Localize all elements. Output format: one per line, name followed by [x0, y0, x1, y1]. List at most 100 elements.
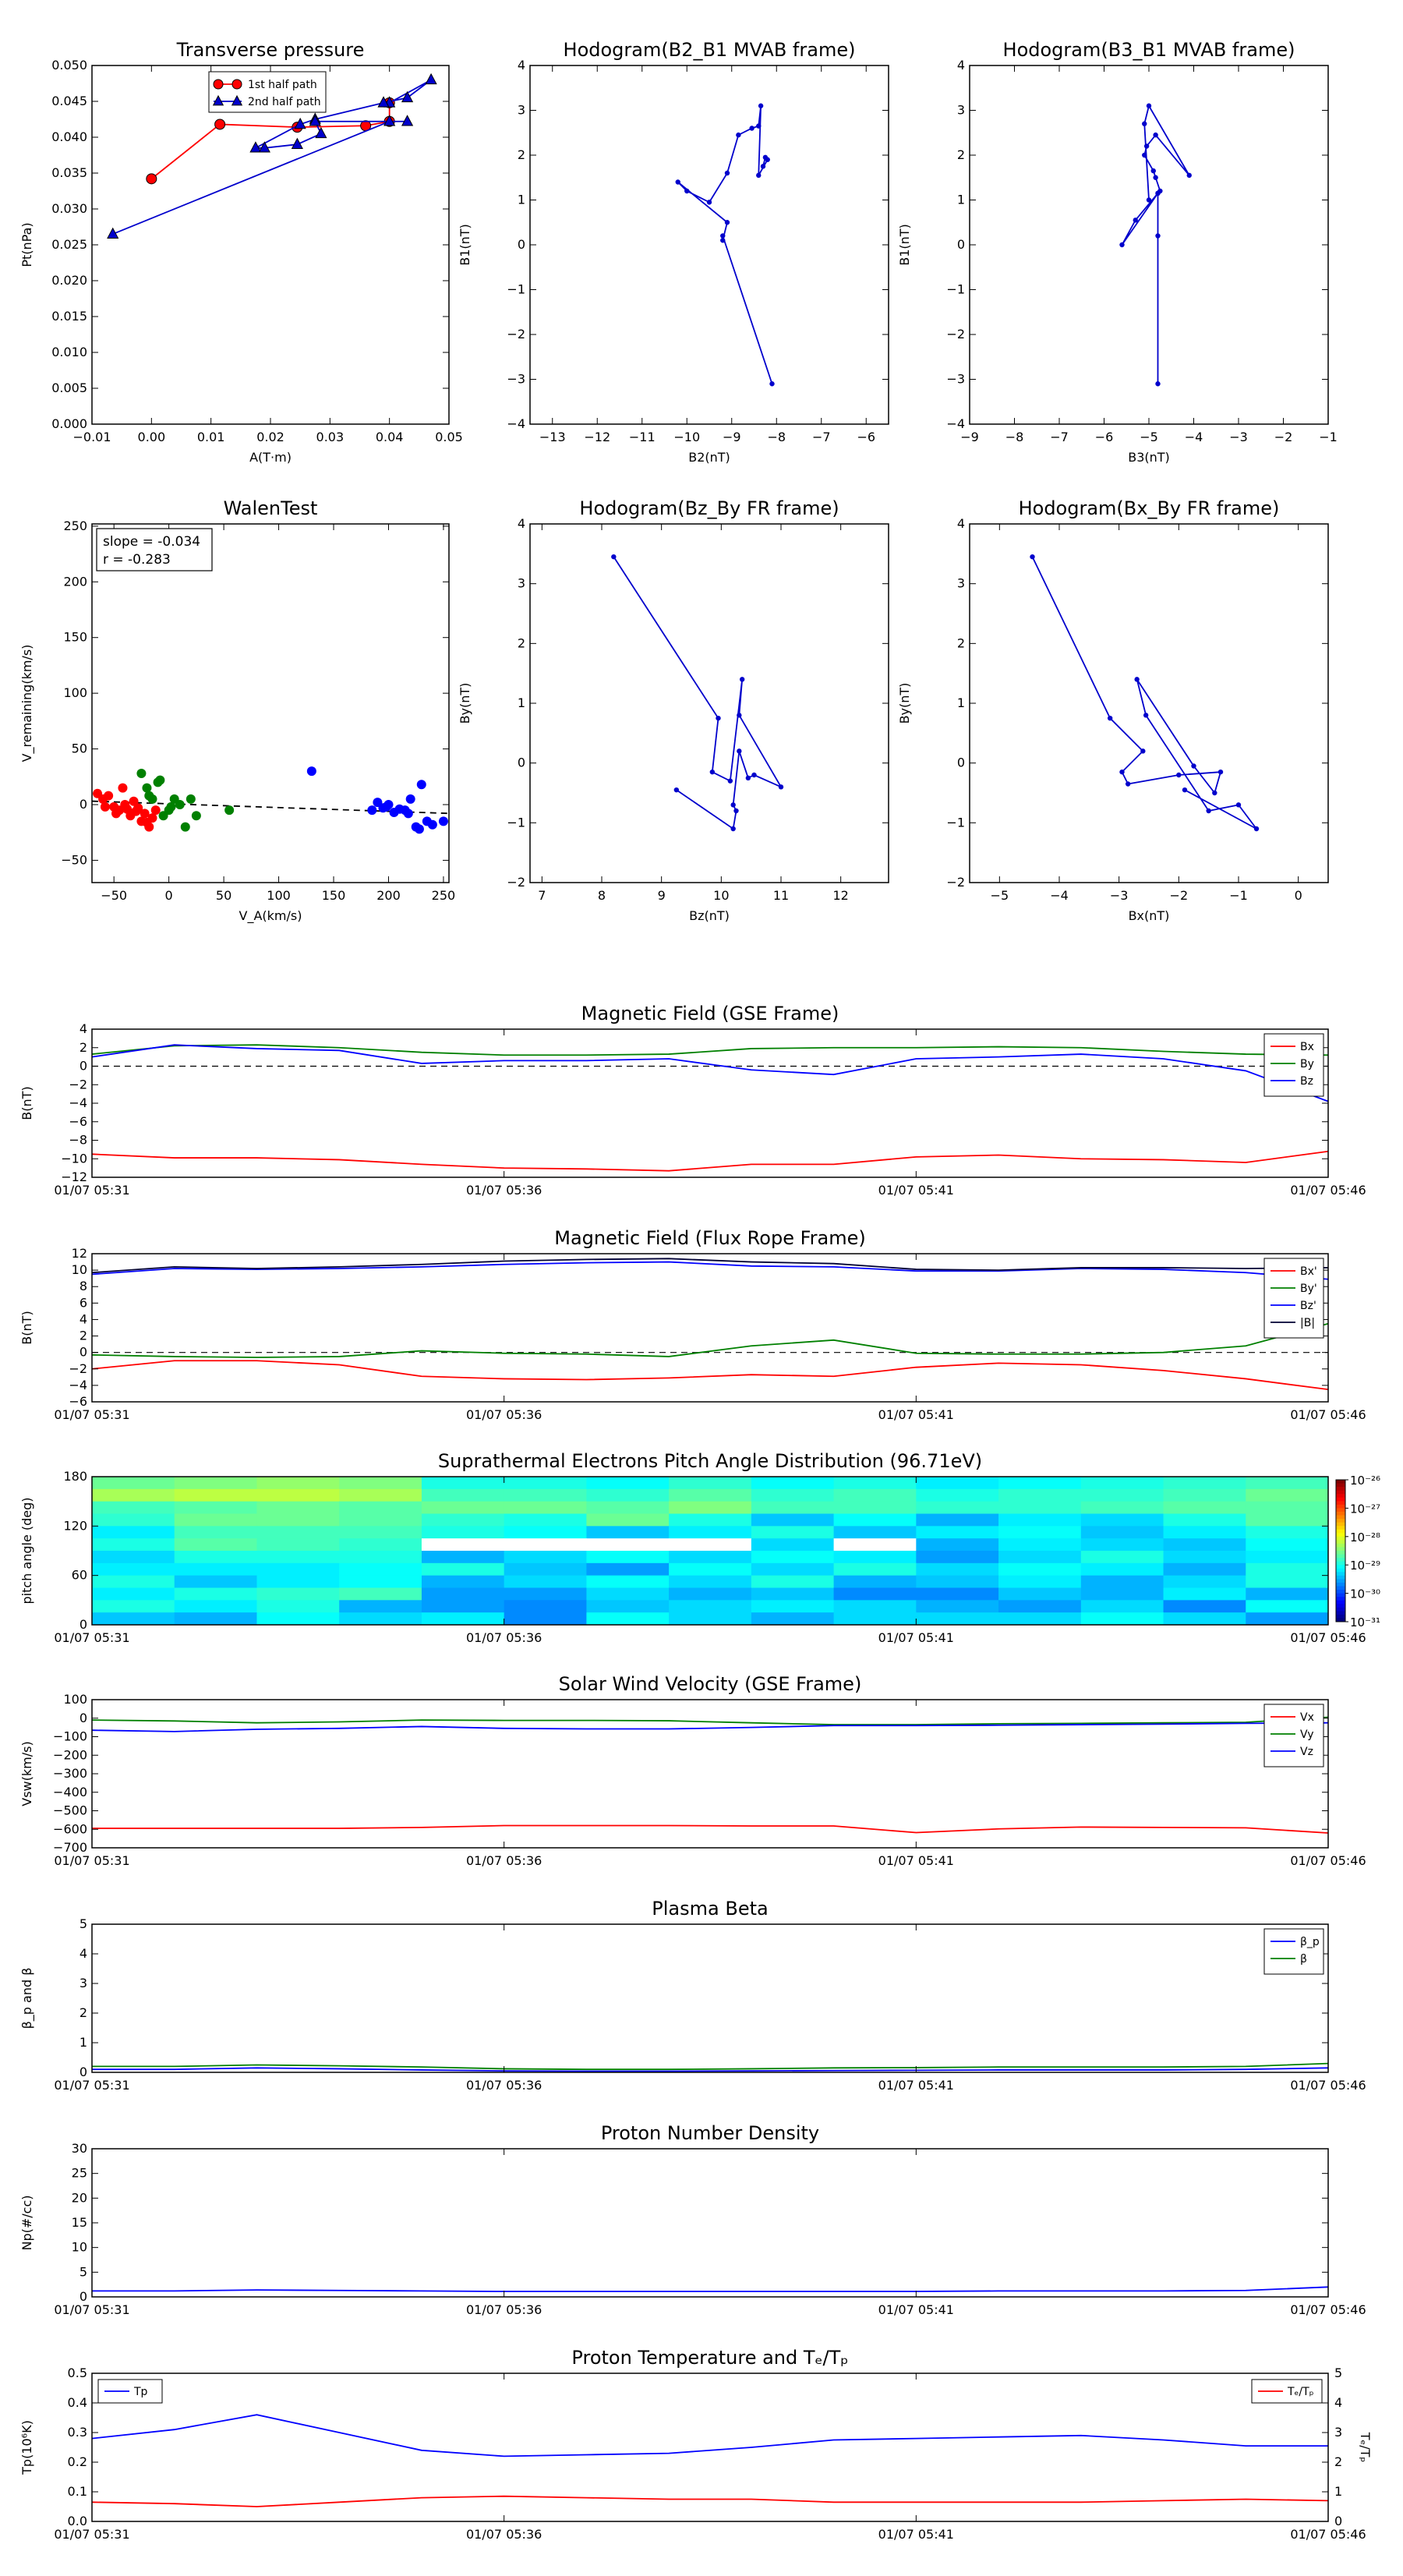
data-point [716, 715, 721, 721]
heatmap-cell [669, 1612, 752, 1626]
y-tick-label: 10 [72, 1262, 87, 1277]
data-point [383, 115, 396, 126]
heatmap-cell [421, 1551, 505, 1564]
x-tick-label: −6 [1095, 430, 1114, 444]
heatmap-cell [751, 1526, 835, 1539]
y-tick-label: 4 [80, 1311, 87, 1326]
heatmap-cell [998, 1600, 1082, 1613]
legend-box [208, 71, 327, 113]
heatmap-cell [751, 1562, 835, 1576]
x-tick-label: 50 [216, 888, 231, 903]
y-tick-label: 200 [63, 574, 87, 589]
y-tick-label: −2 [507, 327, 525, 341]
heatmap-cell [998, 1612, 1082, 1626]
colorbar-segment [1336, 1533, 1345, 1537]
y-tick-label: 0.050 [51, 58, 87, 73]
y-tick-label: 4 [80, 1021, 87, 1036]
heatmap-cell [751, 1551, 835, 1564]
chart-pitch-angle-distribution: Suprathermal Electrons Pitch Angle Distr… [19, 1450, 1380, 1645]
heatmap-cell [751, 1538, 835, 1552]
heatmap-cell [504, 1538, 587, 1552]
heatmap-cell [833, 1488, 917, 1502]
y-tick-label: 0.2 [68, 2454, 87, 2469]
data-point [1140, 748, 1146, 754]
y-tick-label: −2 [507, 875, 525, 890]
y-tick-label: 20 [72, 2190, 87, 2205]
chart-title: Proton Number Density [601, 2122, 819, 2144]
scatter-point [381, 801, 391, 812]
chart-title: Proton Temperature and Tₑ/Tₚ [571, 2347, 848, 2369]
heatmap-cell [1080, 1513, 1164, 1527]
colorbar-segment [1336, 1526, 1345, 1530]
heatmap-cell [669, 1575, 752, 1588]
y-tick-label: 1 [957, 695, 965, 710]
data-point [214, 119, 226, 130]
y-tick-label: 0.0 [68, 2514, 87, 2528]
data-point [425, 73, 437, 85]
legend-label: Bz' [1300, 1300, 1316, 1312]
y-tick-label: 2 [80, 2005, 87, 2020]
legend-box [1263, 1033, 1324, 1097]
time-tick-label: 01/07 05:36 [466, 1407, 542, 1422]
data-point [727, 778, 733, 784]
y-tick-label: 5 [80, 1916, 87, 1931]
series-line-2 [91, 1721, 1329, 1732]
series-line-2 [91, 1044, 1329, 1102]
y-tick-label: 15 [72, 2215, 87, 2230]
chart-proton-number-density: Proton Number Density 0 5 10 15 20 25 30 01/07 0… [19, 2122, 1366, 2317]
data-point [684, 188, 690, 194]
data-point [401, 90, 414, 103]
series-line-0 [91, 1150, 1329, 1172]
scatter-point [155, 775, 165, 785]
y-tick-label: −3 [507, 372, 525, 387]
heatmap-cell [1163, 1587, 1246, 1601]
heatmap-cell [92, 1600, 175, 1613]
data-point [1253, 826, 1260, 832]
plot-frame [91, 2373, 1329, 2522]
time-tick-label: 01/07 05:41 [878, 2078, 954, 2093]
heatmap-cell [1163, 1477, 1246, 1490]
y-tick-label: 2 [957, 635, 965, 650]
colorbar-label: 10⁻³⁰ [1350, 1587, 1380, 1601]
heatmap-cell [1080, 1526, 1164, 1539]
heatmap-cell [998, 1587, 1082, 1601]
x-tick-label: 8 [598, 888, 606, 903]
y-tick-label: −10 [61, 1151, 87, 1166]
heatmap-cell [669, 1526, 752, 1539]
y-tick-label: −50 [61, 852, 87, 867]
chart-plasma-beta: Plasma Beta 0 1 2 3 4 5 01/07 05:31 01/07 05:36 0… [19, 1898, 1366, 2093]
data-point [762, 154, 769, 161]
time-tick-label: 01/07 05:31 [54, 1407, 129, 1422]
data-point [1119, 769, 1125, 775]
colorbar-segment [1336, 1522, 1345, 1527]
colorbar-label: 10⁻²⁹ [1350, 1559, 1380, 1573]
data-point [1212, 790, 1217, 796]
y-tick-label: 60 [72, 1568, 87, 1583]
data-point [1153, 132, 1158, 138]
y-tick-label: 0 [518, 237, 525, 252]
heatmap-cell [916, 1612, 999, 1626]
time-tick-label: 01/07 05:46 [1290, 2302, 1366, 2317]
heatmap-cell [339, 1600, 422, 1613]
x-tick-label: 0.05 [435, 430, 463, 444]
data-point [769, 381, 775, 387]
heatmap-cell [669, 1600, 752, 1613]
heatmap-cell [174, 1526, 257, 1539]
y-tick-label: 0 [957, 237, 965, 252]
y-tick-label: 0.1 [68, 2484, 87, 2499]
x-tick-label: 0.02 [256, 430, 284, 444]
colorbar-segment [1336, 1543, 1345, 1548]
heatmap-cell [1163, 1501, 1246, 1514]
heatmap-cell [998, 1501, 1082, 1514]
x-tick-label: 7 [538, 888, 546, 903]
y-tick-label: 0.040 [51, 129, 87, 144]
heatmap-cell [586, 1501, 670, 1514]
colorbar-segment [1336, 1497, 1345, 1502]
heatmap-cell [339, 1488, 422, 1502]
colorbar-segment [1336, 1558, 1345, 1562]
heatmap-cell [586, 1477, 670, 1490]
colorbar-segment [1336, 1536, 1345, 1541]
y-tick-label: 3 [518, 103, 525, 118]
data-point [1030, 554, 1035, 560]
